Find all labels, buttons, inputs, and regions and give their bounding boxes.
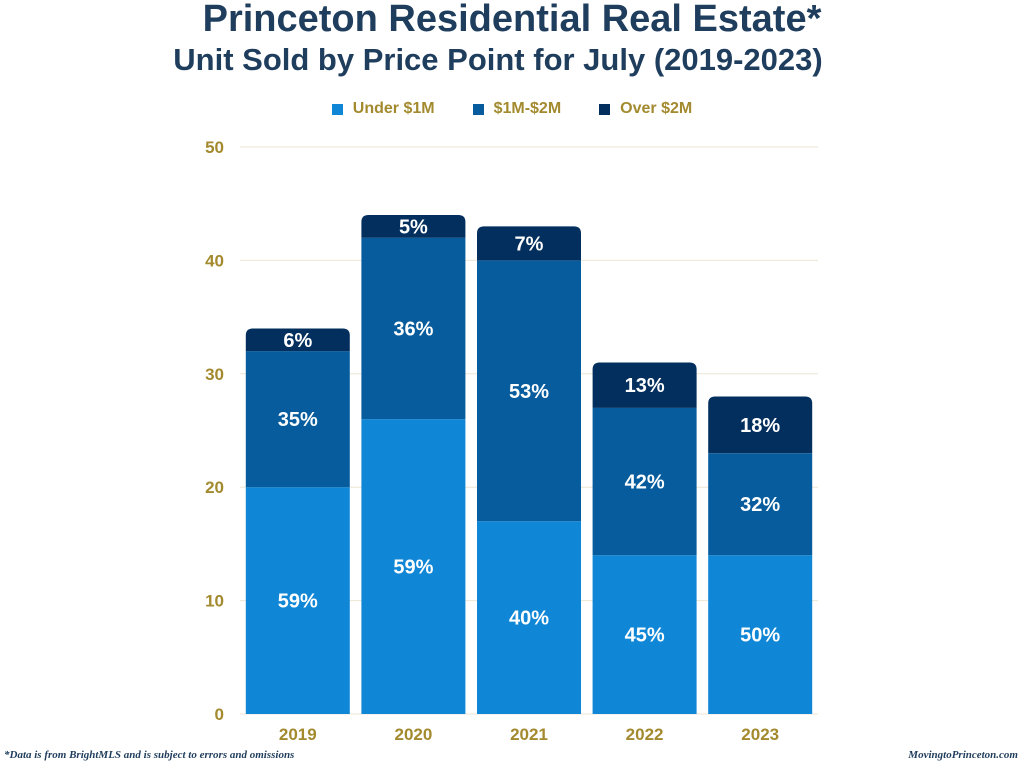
x-tick-label: 2019 [279, 725, 317, 744]
legend-label: Under $1M [352, 100, 435, 117]
data-label: 13% [625, 375, 665, 397]
bar-segment [592, 362, 697, 408]
footer-source: MovingtoPrinceton.com [908, 749, 1018, 761]
bar-segment [708, 453, 813, 556]
data-label: 35% [278, 409, 318, 431]
y-tick-label: 30 [205, 365, 224, 384]
legend-item-over-2m: Over $2M [599, 100, 692, 118]
y-tick-label: 0 [215, 705, 224, 724]
bar-segment [361, 237, 466, 420]
legend-item-1m-2m: $1M-$2M [472, 100, 562, 118]
legend-swatch [331, 103, 343, 115]
bar-segment [245, 351, 350, 488]
data-label: 18% [740, 415, 780, 437]
bar-segment [245, 328, 350, 352]
bar-segment [477, 260, 581, 522]
data-label: 32% [740, 494, 780, 516]
chart-subtitle: Unit Sold by Price Point for July (2019-… [173, 42, 823, 77]
bar-segment [245, 487, 350, 714]
x-tick-label: 2023 [741, 725, 779, 744]
data-label: 42% [625, 472, 665, 494]
data-label: 36% [393, 318, 433, 340]
data-label: 59% [393, 557, 433, 579]
bar-segment [361, 215, 466, 238]
data-label: 6% [283, 330, 312, 352]
y-tick-label: 10 [205, 592, 224, 611]
legend-label: $1M-$2M [493, 100, 562, 117]
legend-swatch [472, 103, 484, 115]
data-label: 59% [278, 591, 318, 613]
bar-segment [708, 396, 813, 454]
data-label: 40% [509, 608, 549, 630]
data-label: 5% [399, 216, 428, 238]
x-tick-label: 2021 [510, 725, 548, 744]
bar-segment [477, 226, 581, 261]
data-label: 45% [625, 625, 665, 647]
legend: Under $1M $1M-$2M Over $2M [0, 100, 1024, 118]
y-tick-label: 20 [205, 478, 224, 497]
x-tick-label: 2022 [626, 725, 664, 744]
bar-segment [708, 555, 813, 714]
legend-label: Over $2M [620, 100, 693, 117]
chart-title: Princeton Residential Real Estate* [202, 0, 822, 40]
footer-note: *Data is from BrightMLS and is subject t… [4, 749, 295, 761]
data-label: 50% [740, 625, 780, 647]
data-label: 53% [509, 381, 549, 403]
bar-segment [592, 555, 697, 714]
legend-swatch [599, 103, 611, 115]
data-label: 7% [515, 233, 544, 255]
y-tick-label: 50 [205, 138, 224, 157]
bar-segment [361, 419, 466, 714]
x-tick-label: 2020 [394, 725, 432, 744]
y-tick-label: 40 [205, 251, 224, 270]
legend-item-under-1m: Under $1M [331, 100, 435, 118]
bar-segment [477, 521, 581, 714]
bar-segment [592, 407, 697, 556]
